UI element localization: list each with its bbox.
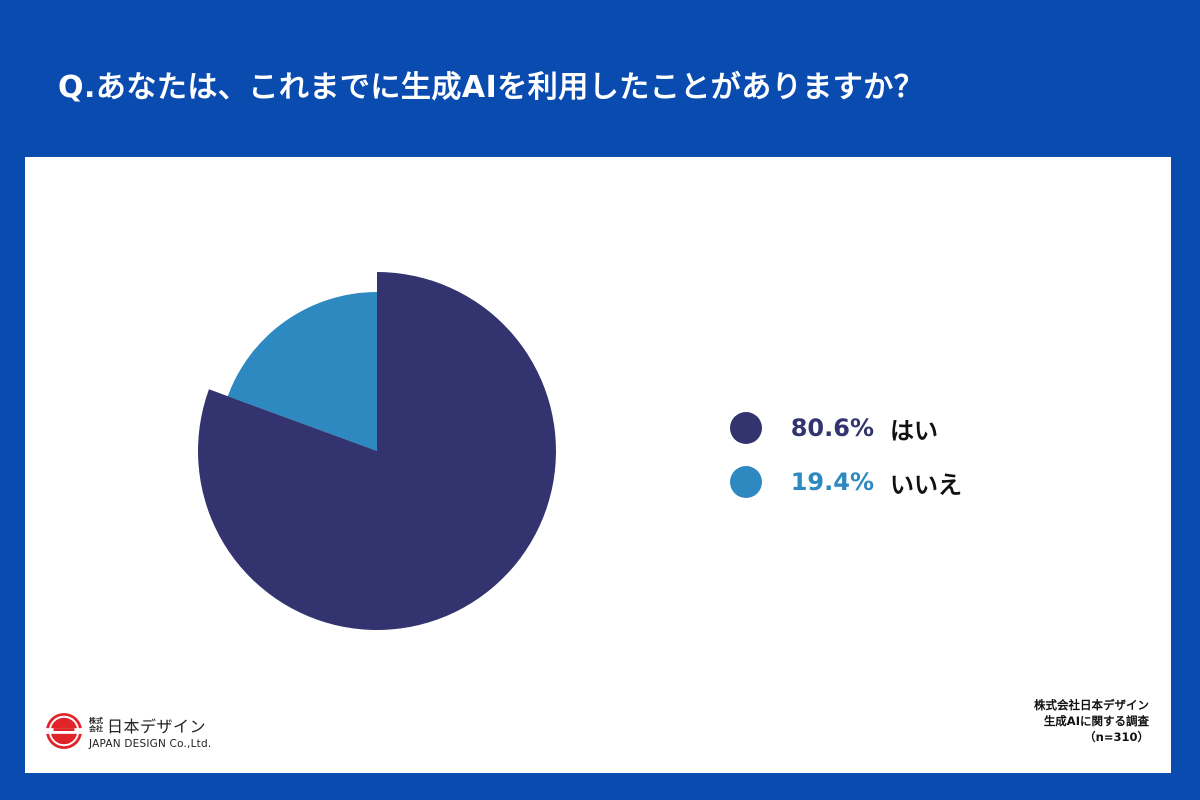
- question-title: Q.あなたは、これまでに生成AIを利用したことがありますか？: [58, 70, 925, 105]
- logo-name: 日本デザイン: [107, 716, 207, 736]
- legend-percent: 80.6%: [790, 414, 874, 442]
- legend-dot-icon: [730, 466, 762, 498]
- legend-label: いいえ: [890, 470, 962, 499]
- legend-label: はい: [890, 416, 938, 445]
- source-sample-size: （n=310）: [1084, 730, 1149, 744]
- source-survey: 生成AIに関する調査: [1043, 714, 1149, 728]
- logo-english: JAPAN DESIGN Co.,Ltd.: [89, 737, 212, 750]
- legend: 80.6% はい 19.4% いいえ: [730, 411, 962, 519]
- legend-item-yes: 80.6% はい: [730, 411, 962, 445]
- source-note: 株式会社日本デザイン 生成AIに関する調査 （n=310）: [1034, 697, 1149, 745]
- chart-panel: 80.6% はい 19.4% いいえ 株式会社 日本デザイン JAPAN DES…: [25, 157, 1171, 773]
- logo-kabushiki: 株式会社: [89, 716, 103, 733]
- legend-percent: 19.4%: [790, 468, 874, 496]
- source-company: 株式会社日本デザイン: [1034, 698, 1149, 712]
- legend-dot-icon: [730, 412, 762, 444]
- japan-design-logo-icon: [45, 712, 83, 750]
- pie-slice-yes: [198, 272, 557, 630]
- pie-slice-no: [227, 291, 377, 451]
- company-logo: 株式会社 日本デザイン JAPAN DESIGN Co.,Ltd.: [45, 712, 211, 750]
- pie-chart: [198, 272, 557, 630]
- legend-item-no: 19.4% いいえ: [730, 465, 962, 499]
